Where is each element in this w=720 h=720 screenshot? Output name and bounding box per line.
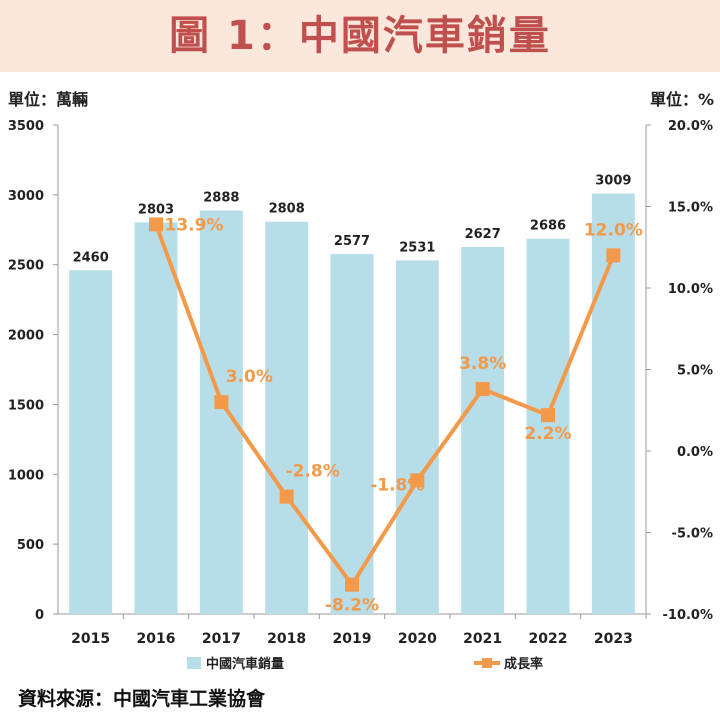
bar — [199, 210, 243, 615]
right-axis-tick-label: -5.0% — [672, 527, 713, 542]
bar — [69, 270, 113, 614]
x-axis-tick-label: 2020 — [398, 631, 437, 647]
growth-rate-label: 2.2% — [524, 424, 571, 444]
source-note: 資料來源：中國汽車工業協會 — [18, 688, 266, 710]
left-axis-tick-label: 2000 — [8, 329, 44, 344]
growth-rate-marker — [149, 217, 163, 232]
bar-value-label: 2577 — [334, 234, 370, 249]
bar — [526, 238, 570, 615]
right-axis-tick-label: 20.0% — [668, 119, 713, 134]
x-axis-tick-label: 2015 — [71, 631, 110, 647]
chart-title: 圖 1：中國汽車銷量 — [169, 13, 551, 59]
right-axis-tick-label: 15.0% — [668, 201, 713, 216]
bar-value-label: 2531 — [399, 240, 435, 255]
bar — [395, 260, 439, 614]
x-axis-tick-label: 2017 — [202, 631, 241, 647]
bar — [265, 221, 309, 614]
bar-value-label: 2888 — [203, 191, 239, 206]
x-axis-tick-label: 2021 — [463, 631, 502, 647]
left-axis-unit: 單位：萬輛 — [8, 90, 89, 109]
left-axis-tick-label: 500 — [17, 538, 44, 553]
bar-value-label: 2627 — [465, 227, 501, 242]
growth-rate-line — [154, 223, 616, 587]
left-axis-tick-label: 3000 — [8, 189, 44, 204]
growth-rate-marker — [279, 489, 294, 504]
left-axis-tick-label: 0 — [35, 608, 44, 623]
growth-rate-marker — [475, 382, 490, 397]
left-axis-tick-label: 3500 — [8, 119, 44, 134]
growth-rate-label: 3.0% — [226, 367, 273, 387]
bar-value-label: 2686 — [530, 219, 566, 234]
right-axis-tick-label: -10.0% — [663, 608, 714, 623]
growth-rate-label: -2.8% — [286, 462, 340, 482]
bar-value-label: 2808 — [269, 202, 305, 217]
legend-bar-label: 中國汽車銷量 — [206, 656, 284, 672]
right-axis-tick-label: 10.0% — [668, 282, 713, 297]
left-axis-tick-label: 1000 — [8, 468, 44, 483]
legend-bar-swatch — [187, 657, 201, 669]
bar — [591, 193, 635, 614]
growth-rate-label: 12.0% — [584, 220, 643, 240]
growth-rate-label: 3.8% — [459, 354, 506, 374]
x-axis-tick-label: 2022 — [529, 631, 568, 647]
x-axis-tick-label: 2016 — [137, 631, 176, 647]
bar-value-label: 3009 — [595, 174, 631, 189]
growth-rate-label: -1.8% — [370, 475, 424, 495]
right-axis-tick-label: 0.0% — [677, 445, 713, 460]
bar — [134, 222, 178, 614]
growth-rate-label: 13.9% — [165, 215, 224, 235]
growth-rate-marker — [345, 577, 359, 592]
bar — [330, 253, 374, 614]
bar-value-label: 2460 — [73, 250, 109, 265]
right-axis-unit: 單位：% — [649, 90, 714, 109]
title-bar — [0, 0, 720, 72]
bar-value-label: 2803 — [138, 202, 174, 217]
growth-rate-marker — [606, 248, 621, 263]
right-axis-tick-label: 5.0% — [677, 364, 713, 379]
x-axis-tick-label: 2019 — [333, 631, 372, 647]
growth-rate-label: -8.2% — [325, 596, 379, 616]
growth-rate-marker — [541, 408, 555, 423]
growth-rate-marker — [410, 473, 425, 488]
x-axis-tick-label: 2018 — [267, 631, 306, 647]
left-axis-tick-label: 1500 — [8, 398, 44, 413]
x-axis-tick-label: 2023 — [594, 631, 633, 647]
bar — [461, 246, 505, 614]
legend-line-label: 成長率 — [504, 656, 543, 672]
left-axis-tick-label: 2500 — [8, 259, 44, 274]
growth-rate-marker — [214, 395, 229, 410]
legend-line-marker — [482, 658, 492, 668]
